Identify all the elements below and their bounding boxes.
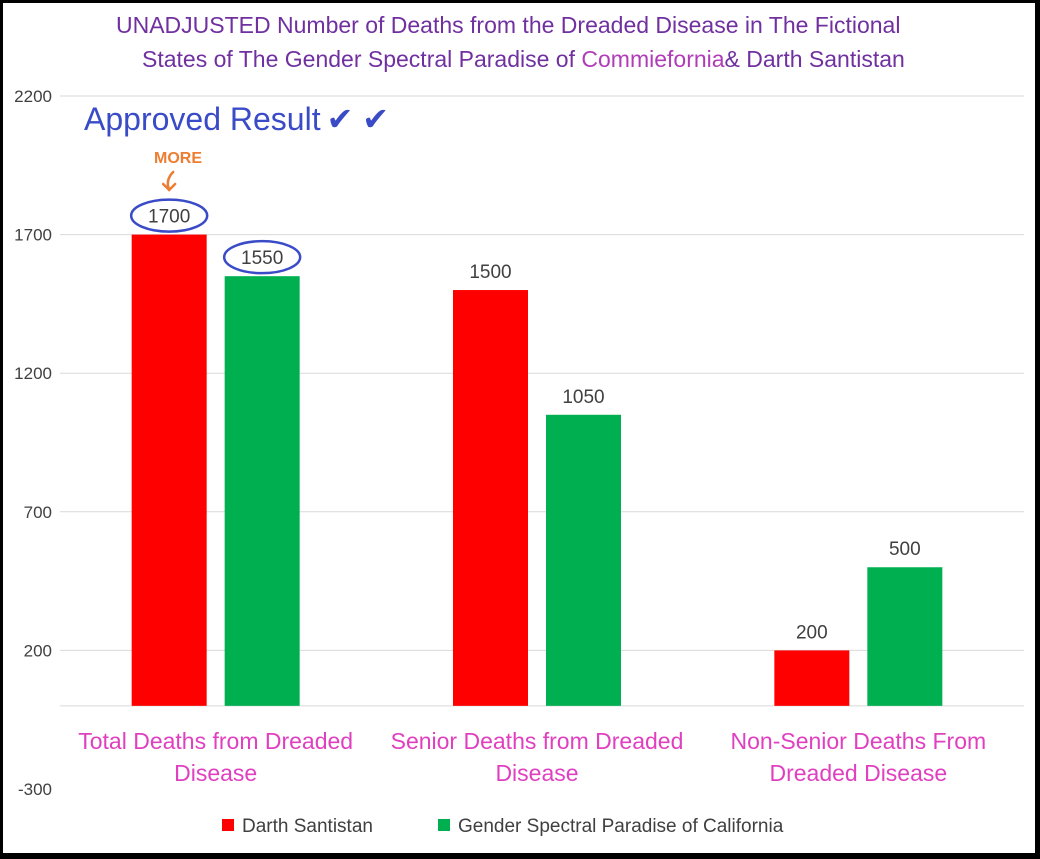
data-label: 200 — [796, 622, 828, 643]
data-label: 500 — [889, 539, 921, 560]
bar — [131, 234, 207, 706]
legend-label: Darth Santistan — [242, 816, 373, 837]
category-label: Non-Senior Deaths From — [731, 728, 987, 754]
bar — [774, 650, 850, 706]
title-line-2-commiefornia: Commiefornia — [581, 46, 725, 72]
legend-swatch-green — [438, 819, 450, 831]
arrow-icon — [161, 170, 177, 192]
y-tick-label: 1200 — [14, 364, 52, 383]
y-tick-label: 200 — [24, 641, 52, 660]
approved-result-text: Approved Result — [84, 101, 321, 137]
chart-title-line-1: UNADJUSTED Number of Deaths from the Dre… — [116, 12, 901, 38]
legend-item-gender-spectral-paradise: Gender Spectral Paradise of California — [438, 816, 783, 838]
legend-item-darth-santistan: Darth Santistan — [222, 816, 373, 838]
approved-result-annotation: Approved Result ✔ ✔ — [84, 100, 389, 138]
data-label: 1700 — [148, 207, 190, 228]
hand-drawn-circle — [129, 198, 209, 233]
more-annotation: MORE — [154, 150, 202, 167]
y-tick-label: 2200 — [14, 87, 52, 106]
y-tick-label: -300 — [18, 780, 52, 799]
bar — [546, 414, 621, 706]
bar — [867, 567, 943, 706]
hand-drawn-circle — [222, 239, 302, 275]
category-label: Dreaded Disease — [769, 760, 947, 786]
category-label: Total Deaths from Dreaded — [78, 728, 353, 754]
data-label: 1550 — [241, 248, 283, 269]
data-label: 1050 — [562, 387, 604, 408]
bar — [453, 290, 528, 706]
y-tick-label: 700 — [24, 503, 52, 522]
chart-title-line-2: States of The Gender Spectral Paradise o… — [142, 46, 1040, 73]
checkmarks-icon: ✔ ✔ — [326, 101, 390, 137]
title-line-2-part-c: & Darth Santistan — [724, 46, 905, 72]
title-line-2-part-a: States of The Gender Spectral Paradise o… — [142, 46, 582, 72]
y-tick-label: 1700 — [14, 226, 52, 245]
legend-swatch-red — [222, 819, 234, 831]
category-label: Disease — [495, 760, 578, 786]
category-label: Disease — [174, 760, 257, 786]
data-label: 1500 — [469, 262, 511, 283]
category-label: Senior Deaths from Dreaded — [391, 728, 684, 754]
legend-label: Gender Spectral Paradise of California — [458, 816, 784, 837]
bar — [224, 276, 300, 706]
